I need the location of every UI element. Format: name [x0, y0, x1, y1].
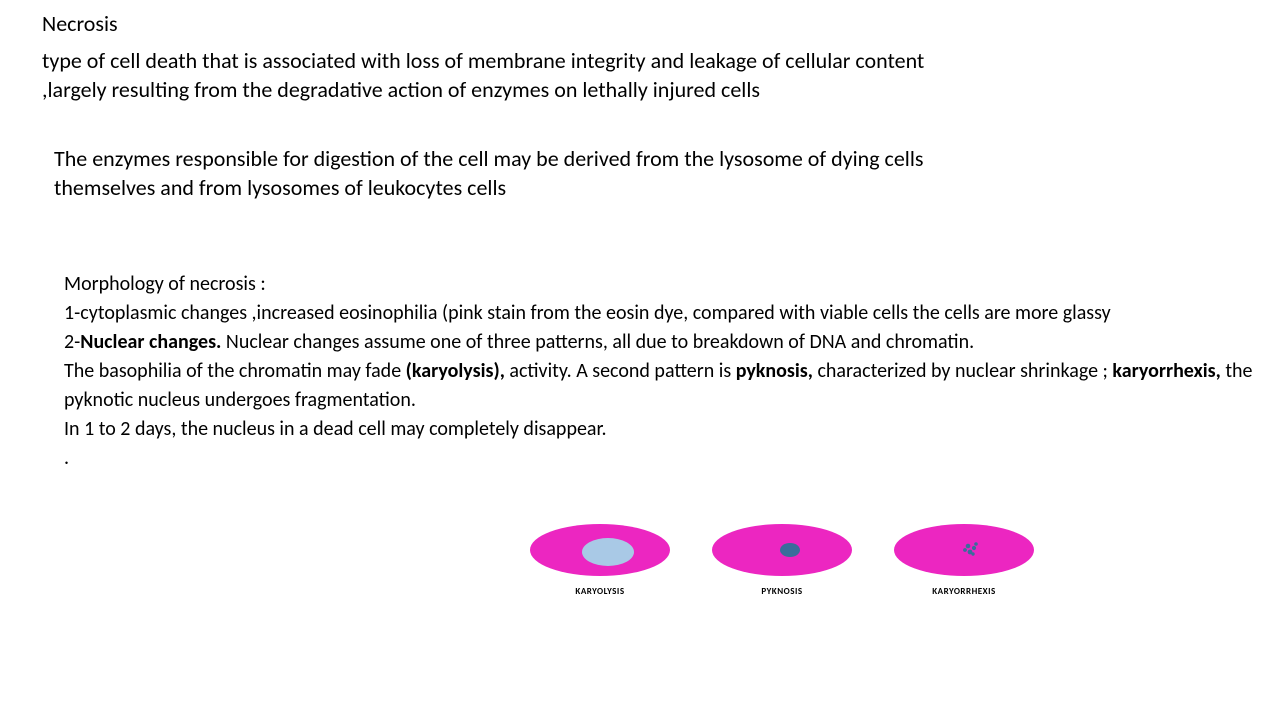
pyknosis-nucleus — [780, 543, 800, 557]
morphology-nuclear-line: 2-Nuclear changes. Nuclear changes assum… — [64, 328, 1264, 357]
karyorrhexis-label: KARYORRHEXIS — [932, 586, 996, 597]
pyknosis-label: PYKNOSIS — [761, 586, 802, 597]
morphology-dot: . — [64, 444, 1264, 473]
pyknosis-cell: PYKNOSIS — [712, 522, 852, 597]
morphology-block: Morphology of necrosis : 1-cytoplasmic c… — [64, 270, 1264, 473]
enzymes-paragraph: The enzymes responsible for digestion of… — [54, 144, 954, 202]
karyorrhexis-svg — [894, 522, 1034, 578]
morphology-patterns-line: The basophilia of the chromatin may fade… — [64, 357, 1264, 415]
karyorrhexis-cell: KARYORRHEXIS — [894, 522, 1034, 597]
morphology-cytoplasmic: 1-cytoplasmic changes ,increased eosinop… — [64, 299, 1264, 328]
nuclear-bold: Nuclear changes. — [80, 330, 221, 354]
nuclear-prefix: 2- — [64, 330, 80, 354]
page-title: Necrosis — [42, 10, 118, 37]
karyolysis-cell: KARYOLYSIS — [530, 522, 670, 597]
pyknosis-svg — [712, 522, 852, 578]
karyolysis-nucleus — [582, 538, 634, 566]
karyolysis-term: (karyolysis), — [406, 359, 505, 383]
nuclear-rest: Nuclear changes assume one of three patt… — [221, 330, 974, 354]
karyorrhexis-term: karyorrhexis, — [1112, 359, 1220, 383]
cell-diagram-row: KARYOLYSIS PYKNOSIS KARYORRHEXIS — [530, 522, 1034, 597]
pyknosis-term: pyknosis, — [736, 359, 813, 383]
karyolysis-svg — [530, 522, 670, 578]
pattern-a: The basophilia of the chromatin may fade — [64, 359, 406, 383]
pattern-c: characterized by nuclear shrinkage ; — [813, 359, 1113, 383]
morphology-heading: Morphology of necrosis : — [64, 270, 1264, 299]
karyolysis-label: KARYOLYSIS — [575, 586, 624, 597]
pattern-b: activity. A second pattern is — [505, 359, 736, 383]
morphology-final: In 1 to 2 days, the nucleus in a dead ce… — [64, 415, 1264, 444]
definition-paragraph: type of cell death that is associated wi… — [42, 46, 962, 104]
